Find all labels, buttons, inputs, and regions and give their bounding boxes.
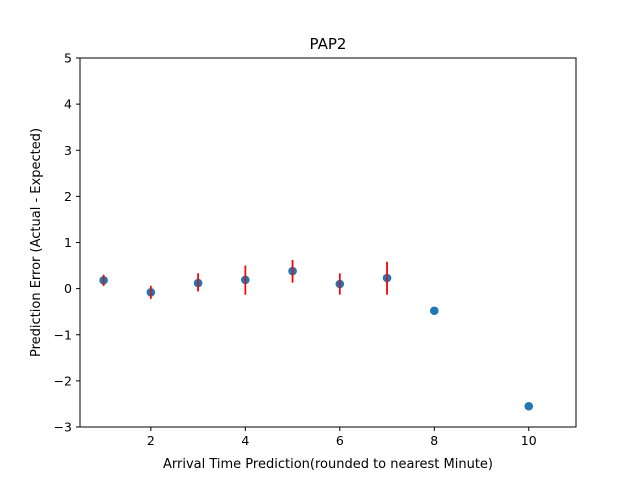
y-tick-label--1: −1	[54, 327, 72, 342]
y-tick-label-5: 5	[64, 51, 72, 66]
x-tick-label-10: 10	[521, 433, 537, 448]
x-tick-label-2: 2	[147, 433, 155, 448]
y-tick-label--3: −3	[54, 420, 72, 435]
data-point-8	[429, 306, 439, 316]
x-tick-label-4: 4	[241, 433, 249, 448]
x-tick-label-8: 8	[430, 433, 438, 448]
y-tick-label-4: 4	[64, 97, 72, 112]
y-tick-label-2: 2	[64, 189, 72, 204]
x-tick-label-6: 6	[336, 433, 344, 448]
x-axis-label: Arrival Time Prediction(rounded to neare…	[163, 457, 493, 472]
plot-area	[99, 260, 534, 411]
chart-title: PAP2	[310, 35, 347, 53]
y-tick-label-3: 3	[64, 143, 72, 158]
data-point-10	[524, 401, 534, 411]
y-tick-label-0: 0	[64, 281, 72, 296]
y-tick-label-1: 1	[64, 235, 72, 250]
y-tick-label--2: −2	[54, 373, 72, 388]
y-axis-label: Prediction Error (Actual - Expected)	[29, 128, 44, 357]
